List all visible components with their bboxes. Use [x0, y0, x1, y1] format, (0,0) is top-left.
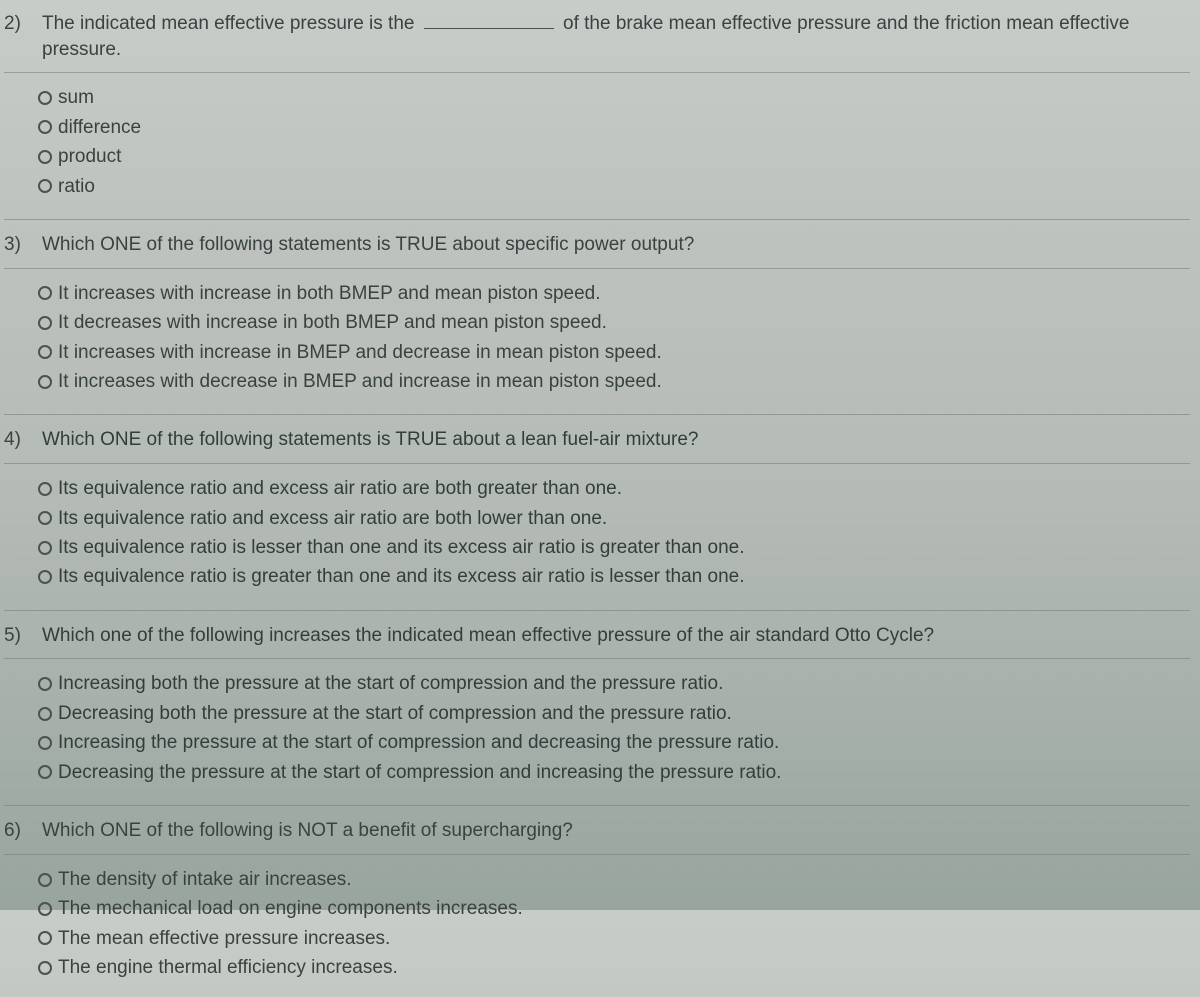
option[interactable]: It decreases with increase in both BMEP …: [38, 308, 1190, 337]
question-6-header: 6) Which ONE of the following is NOT a b…: [4, 805, 1190, 855]
option-label: Increasing both the pressure at the star…: [58, 669, 723, 698]
radio-icon[interactable]: [38, 345, 52, 359]
option[interactable]: Decreasing both the pressure at the star…: [38, 699, 1190, 728]
question-3-header: 3) Which ONE of the following statements…: [4, 219, 1190, 269]
radio-icon[interactable]: [38, 179, 52, 193]
radio-icon[interactable]: [38, 541, 52, 555]
option[interactable]: Its equivalence ratio is lesser than one…: [38, 533, 1190, 562]
question-text: Which ONE of the following statements is…: [42, 232, 1184, 258]
option[interactable]: Its equivalence ratio and excess air rat…: [38, 504, 1190, 533]
question-5: 5) Which one of the following increases …: [4, 610, 1190, 801]
radio-icon[interactable]: [38, 120, 52, 134]
question-text: Which ONE of the following statements is…: [42, 427, 1184, 453]
option-label: The density of intake air increases.: [58, 865, 352, 894]
question-number: 5): [4, 625, 28, 647]
question-4-header: 4) Which ONE of the following statements…: [4, 414, 1190, 464]
question-text: Which ONE of the following is NOT a bene…: [42, 818, 1184, 844]
option[interactable]: The density of intake air increases.: [38, 865, 1190, 894]
radio-icon[interactable]: [38, 707, 52, 721]
option[interactable]: Increasing both the pressure at the star…: [38, 669, 1190, 698]
radio-icon[interactable]: [38, 511, 52, 525]
radio-icon[interactable]: [38, 570, 52, 584]
question-4: 4) Which ONE of the following statements…: [4, 414, 1190, 605]
question-number: 4): [4, 429, 28, 451]
option[interactable]: It increases with increase in both BMEP …: [38, 279, 1190, 308]
option-label: Increasing the pressure at the start of …: [58, 728, 779, 757]
option[interactable]: It increases with decrease in BMEP and i…: [38, 367, 1190, 396]
option[interactable]: ratio: [38, 172, 1190, 201]
question-number: 6): [4, 820, 28, 842]
radio-icon[interactable]: [38, 736, 52, 750]
question-2-header: 2) The indicated mean effective pressure…: [4, 6, 1190, 73]
question-number: 3): [4, 234, 28, 256]
option[interactable]: Increasing the pressure at the start of …: [38, 728, 1190, 757]
option[interactable]: Its equivalence ratio and excess air rat…: [38, 474, 1190, 503]
option-label: The mechanical load on engine components…: [58, 894, 523, 923]
question-text: The indicated mean effective pressure is…: [42, 10, 1184, 62]
radio-icon[interactable]: [38, 873, 52, 887]
question-5-header: 5) Which one of the following increases …: [4, 610, 1190, 660]
fill-blank: [424, 10, 554, 29]
option-label: Its equivalence ratio and excess air rat…: [58, 474, 622, 503]
option[interactable]: The mean effective pressure increases.: [38, 924, 1190, 953]
option-label: sum: [58, 83, 94, 112]
option-label: The mean effective pressure increases.: [58, 924, 390, 953]
option-label: product: [58, 142, 121, 171]
radio-icon[interactable]: [38, 677, 52, 691]
question-2: 2) The indicated mean effective pressure…: [4, 6, 1190, 215]
option[interactable]: difference: [38, 113, 1190, 142]
radio-icon[interactable]: [38, 375, 52, 389]
option[interactable]: The mechanical load on engine components…: [38, 894, 1190, 923]
option-label: ratio: [58, 172, 95, 201]
question-number: 2): [4, 13, 28, 35]
options-list: The density of intake air increases. The…: [4, 855, 1190, 997]
radio-icon[interactable]: [38, 286, 52, 300]
question-prefix: The indicated mean effective pressure is…: [42, 13, 420, 34]
option-label: Its equivalence ratio and excess air rat…: [58, 504, 607, 533]
question-text: Which one of the following increases the…: [42, 623, 1184, 649]
option-label: It increases with increase in BMEP and d…: [58, 338, 662, 367]
option-label: Its equivalence ratio is lesser than one…: [58, 533, 745, 562]
option-label: Its equivalence ratio is greater than on…: [58, 562, 745, 591]
option[interactable]: sum: [38, 83, 1190, 112]
option-label: The engine thermal efficiency increases.: [58, 953, 398, 982]
options-list: It increases with increase in both BMEP …: [4, 269, 1190, 411]
radio-icon[interactable]: [38, 765, 52, 779]
radio-icon[interactable]: [38, 482, 52, 496]
option-label: It increases with decrease in BMEP and i…: [58, 367, 662, 396]
question-3: 3) Which ONE of the following statements…: [4, 219, 1190, 410]
radio-icon[interactable]: [38, 91, 52, 105]
option-label: Decreasing the pressure at the start of …: [58, 758, 781, 787]
radio-icon[interactable]: [38, 931, 52, 945]
radio-icon[interactable]: [38, 961, 52, 975]
option-label: difference: [58, 113, 141, 142]
option[interactable]: It increases with increase in BMEP and d…: [38, 338, 1190, 367]
option-label: Decreasing both the pressure at the star…: [58, 699, 732, 728]
radio-icon[interactable]: [38, 150, 52, 164]
option-label: It increases with increase in both BMEP …: [58, 279, 601, 308]
radio-icon[interactable]: [38, 316, 52, 330]
option[interactable]: Decreasing the pressure at the start of …: [38, 758, 1190, 787]
question-6: 6) Which ONE of the following is NOT a b…: [4, 805, 1190, 996]
option[interactable]: Its equivalence ratio is greater than on…: [38, 562, 1190, 591]
options-list: sum difference product ratio: [4, 73, 1190, 215]
options-list: Its equivalence ratio and excess air rat…: [4, 464, 1190, 606]
option-label: It decreases with increase in both BMEP …: [58, 308, 607, 337]
option[interactable]: The engine thermal efficiency increases.: [38, 953, 1190, 982]
radio-icon[interactable]: [38, 902, 52, 916]
options-list: Increasing both the pressure at the star…: [4, 659, 1190, 801]
option[interactable]: product: [38, 142, 1190, 171]
